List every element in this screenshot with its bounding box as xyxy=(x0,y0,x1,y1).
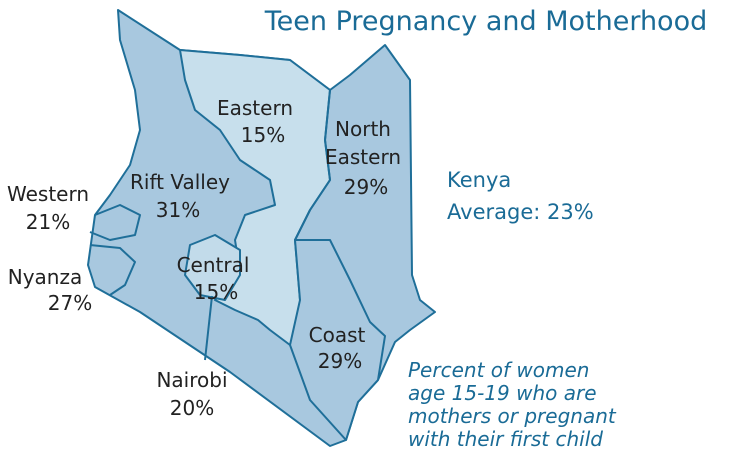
note-line: mothers or pregnant xyxy=(408,404,617,428)
western-border xyxy=(89,204,141,241)
note-line: with their first child xyxy=(408,427,603,451)
region-value: 15% xyxy=(241,123,285,147)
region-name: North Eastern xyxy=(325,117,401,169)
region-value: 31% xyxy=(156,198,200,222)
nyanza-border xyxy=(89,244,136,296)
region-value: 21% xyxy=(26,210,70,234)
title: Teen Pregnancy and Motherhood xyxy=(264,6,707,37)
region-name: Western xyxy=(7,182,89,206)
region-name: Nyanza xyxy=(8,265,82,289)
region-value: 20% xyxy=(170,396,214,420)
coast-region xyxy=(289,239,386,441)
region-name: Nairobi xyxy=(156,368,227,392)
region-value: 27% xyxy=(48,291,92,315)
central-region xyxy=(184,234,241,301)
north-eastern-border xyxy=(294,89,331,241)
region-value: 29% xyxy=(318,349,362,373)
region-name: Central xyxy=(177,253,250,277)
note-line: age 15-19 who are xyxy=(408,381,597,405)
region-name: Eastern xyxy=(217,96,293,120)
region-value: 29% xyxy=(344,175,388,199)
national-average: Average: 23% xyxy=(447,200,594,224)
nairobi-pointer xyxy=(204,295,213,361)
national-name: Kenya xyxy=(447,168,511,192)
region-name: Coast xyxy=(309,323,366,347)
region-name: Rift Valley xyxy=(130,170,230,194)
region-value: 15% xyxy=(194,280,238,304)
note-line: Percent of women xyxy=(408,358,589,382)
